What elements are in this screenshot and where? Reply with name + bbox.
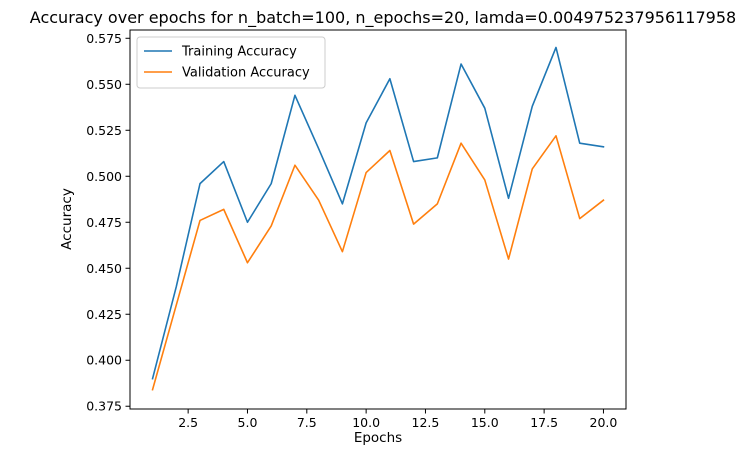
y-tick-label: 0.400 xyxy=(86,353,122,368)
y-tick-label: 0.450 xyxy=(86,261,122,276)
x-tick-label: 5.0 xyxy=(238,415,258,430)
x-axis-label: Epochs xyxy=(354,430,402,446)
series-lines xyxy=(151,46,605,391)
legend-label-training-accuracy: Training Accuracy xyxy=(181,45,297,60)
legend-box xyxy=(136,36,326,89)
y-tick-label: 0.425 xyxy=(86,307,122,322)
legend: Training Accuracy Validation Accuracy xyxy=(136,36,326,89)
y-tick-label: 0.475 xyxy=(86,215,122,230)
y-tick-label: 0.550 xyxy=(86,77,122,92)
y-axis: 0.375 0.400 0.425 0.450 0.475 0.500 0.525 0.550… xyxy=(86,31,130,414)
x-tick-label: 10.0 xyxy=(352,415,380,430)
y-tick-label: 0.375 xyxy=(86,399,122,414)
x-tick-label: 7.5 xyxy=(297,415,317,430)
plot-frame xyxy=(129,29,627,410)
legend-label-validation-accuracy: Validation Accuracy xyxy=(182,66,310,81)
y-tick-label: 0.575 xyxy=(86,31,122,46)
x-tick-label: 2.5 xyxy=(178,415,198,430)
x-tick-label: 17.5 xyxy=(530,415,558,430)
chart-title: Accuracy over epochs for n_batch=100, n_… xyxy=(30,8,736,28)
series-line-training-accuracy xyxy=(151,46,605,380)
y-axis-label: Accuracy xyxy=(59,188,75,250)
x-tick-label: 20.0 xyxy=(590,415,618,430)
series-line-validation-accuracy xyxy=(151,134,605,391)
x-axis: 2.5 5.0 7.5 10.0 12.5 15.0 17.5 20.0 xyxy=(178,409,617,430)
x-tick-label: 12.5 xyxy=(412,415,440,430)
x-tick-label: 15.0 xyxy=(471,415,499,430)
y-tick-label: 0.500 xyxy=(86,169,122,184)
y-tick-label: 0.525 xyxy=(86,123,122,138)
